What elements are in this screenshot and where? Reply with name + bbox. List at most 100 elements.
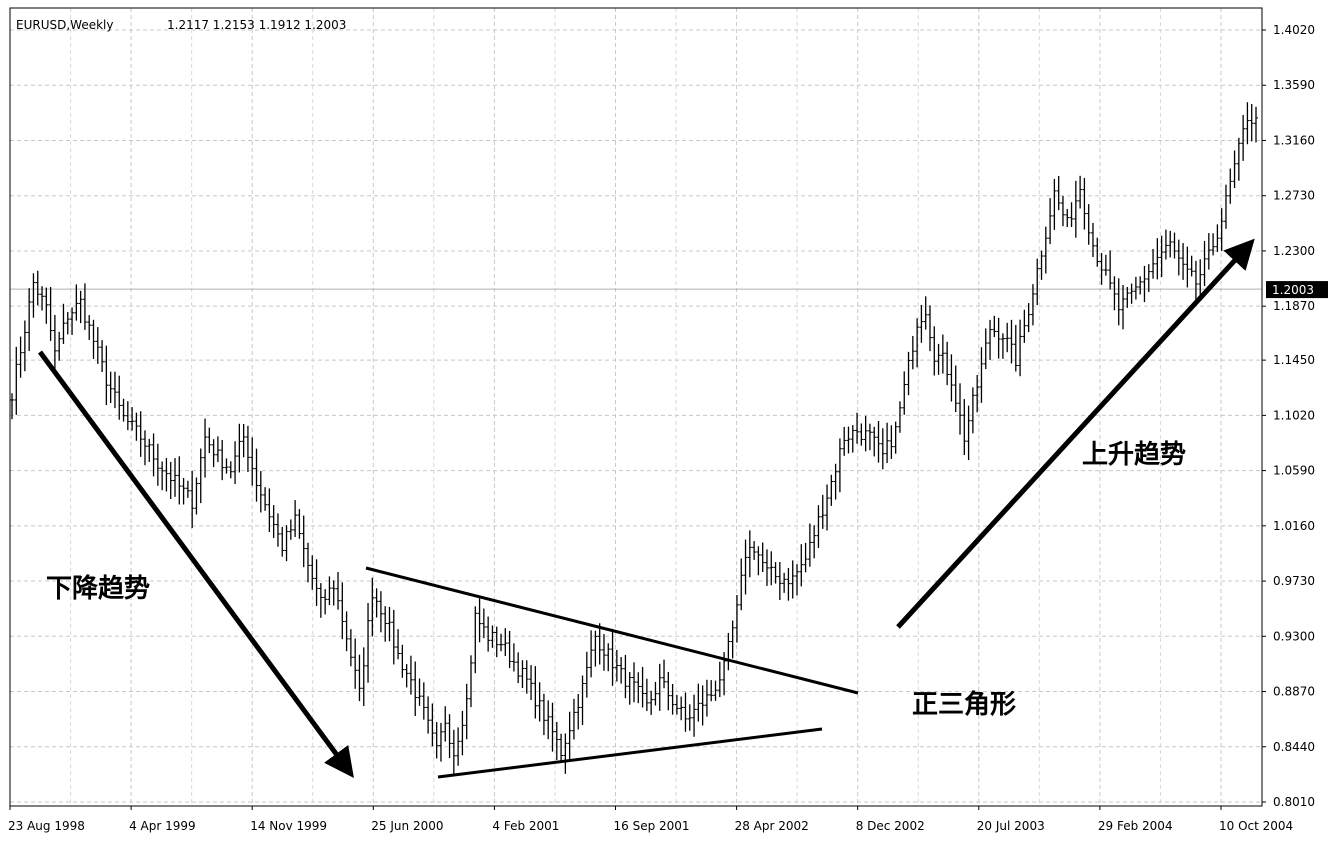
- price-bar: [1163, 229, 1168, 260]
- price-bar: [190, 471, 195, 529]
- price-bar: [237, 423, 242, 473]
- price-bar: [1018, 319, 1023, 377]
- price-bar: [786, 567, 791, 601]
- price-bar: [692, 694, 697, 737]
- price-bar: [95, 327, 100, 364]
- price-bar: [456, 727, 461, 766]
- price-bar: [228, 461, 233, 479]
- price-bar: [486, 616, 491, 652]
- y-tick-label: 1.0160: [1273, 519, 1315, 533]
- price-bar: [524, 660, 529, 694]
- price-bar: [138, 411, 143, 457]
- price-bar: [301, 515, 306, 568]
- price-bar: [1241, 114, 1246, 161]
- price-bar: [897, 401, 902, 433]
- price-bar: [151, 433, 156, 477]
- price-bar: [859, 423, 864, 446]
- price-bar: [70, 307, 75, 335]
- price-bar: [1069, 202, 1074, 227]
- price-bar: [203, 418, 208, 478]
- price-bar: [404, 664, 409, 688]
- price-bar: [460, 710, 465, 756]
- price-bar: [945, 341, 950, 386]
- price-bar: [529, 665, 534, 701]
- price-bar: [297, 509, 302, 539]
- price-bar: [1151, 248, 1156, 279]
- price-bar: [1198, 259, 1203, 301]
- price-bar: [447, 714, 452, 758]
- price-bar: [464, 683, 469, 740]
- price-bar: [1215, 224, 1220, 252]
- price-bar: [983, 328, 988, 370]
- price-bar: [438, 722, 443, 762]
- price-bar: [417, 678, 422, 706]
- price-bar: [31, 273, 36, 318]
- price-bar: [155, 443, 160, 486]
- price-bar: [846, 426, 851, 454]
- price-bar: [541, 693, 546, 736]
- y-tick-label: 0.9300: [1273, 629, 1315, 643]
- price-bar: [1138, 276, 1143, 295]
- price-bar: [1065, 209, 1070, 228]
- price-bar: [443, 706, 448, 742]
- price-bar: [520, 660, 525, 688]
- price-bar: [537, 682, 542, 722]
- price-bar: [863, 415, 868, 452]
- price-bar: [730, 620, 735, 659]
- price-bar: [1048, 198, 1053, 245]
- price-bar: [117, 375, 122, 420]
- price-bar: [1206, 233, 1211, 270]
- price-bar: [1181, 243, 1186, 280]
- price-bar: [1116, 278, 1121, 326]
- price-bar: [82, 283, 87, 330]
- price-bar: [829, 474, 834, 506]
- x-tick-label: 25 Jun 2000: [371, 819, 443, 833]
- price-bar: [773, 562, 778, 584]
- price-bar: [1099, 252, 1104, 285]
- price-bar: [1000, 333, 1005, 359]
- price-bar: [22, 320, 27, 372]
- price-bar: [593, 630, 598, 667]
- y-tick-label: 1.1450: [1273, 353, 1315, 367]
- price-bar: [876, 420, 881, 463]
- price-bar: [1005, 322, 1010, 353]
- price-bar: [782, 572, 787, 593]
- price-bar: [559, 733, 564, 763]
- y-axis: 1.4020 1.3590 1.3160 1.2730 1.2300 1.1870 1.14…: [1262, 23, 1315, 809]
- price-bar: [391, 609, 396, 665]
- price-bar: [61, 303, 66, 344]
- price-bar: [807, 523, 812, 567]
- price-bar: [168, 461, 173, 499]
- price-bar: [1219, 208, 1224, 251]
- price-bar: [1249, 104, 1254, 142]
- grid: [9, 8, 1262, 806]
- price-bar: [35, 270, 40, 306]
- price-bar: [988, 319, 993, 360]
- price-bars: [10, 102, 1258, 776]
- price-bar: [923, 296, 928, 330]
- price-bar: [662, 659, 667, 689]
- price-bar: [576, 694, 581, 730]
- price-bar: [27, 288, 32, 352]
- price-bar: [679, 696, 684, 721]
- price-bar: [1112, 276, 1117, 311]
- price-bar: [1159, 235, 1164, 278]
- price-bar: [1232, 150, 1237, 189]
- price-bar: [1245, 102, 1250, 145]
- x-tick-label: 4 Feb 2001: [492, 819, 559, 833]
- price-bar: [503, 628, 508, 657]
- price-bar: [696, 683, 701, 722]
- price-bar: [713, 680, 718, 701]
- price-bar: [550, 702, 555, 752]
- price-bar: [795, 564, 800, 596]
- price-bar: [855, 412, 860, 444]
- price-bar: [825, 484, 830, 531]
- price-bar: [1035, 258, 1040, 306]
- price-bar: [215, 436, 220, 463]
- y-tick-label: 0.8870: [1273, 685, 1315, 699]
- price-bar: [1228, 168, 1233, 204]
- price-bar: [1108, 250, 1113, 290]
- price-bar: [867, 423, 872, 451]
- price-bar: [1146, 264, 1151, 293]
